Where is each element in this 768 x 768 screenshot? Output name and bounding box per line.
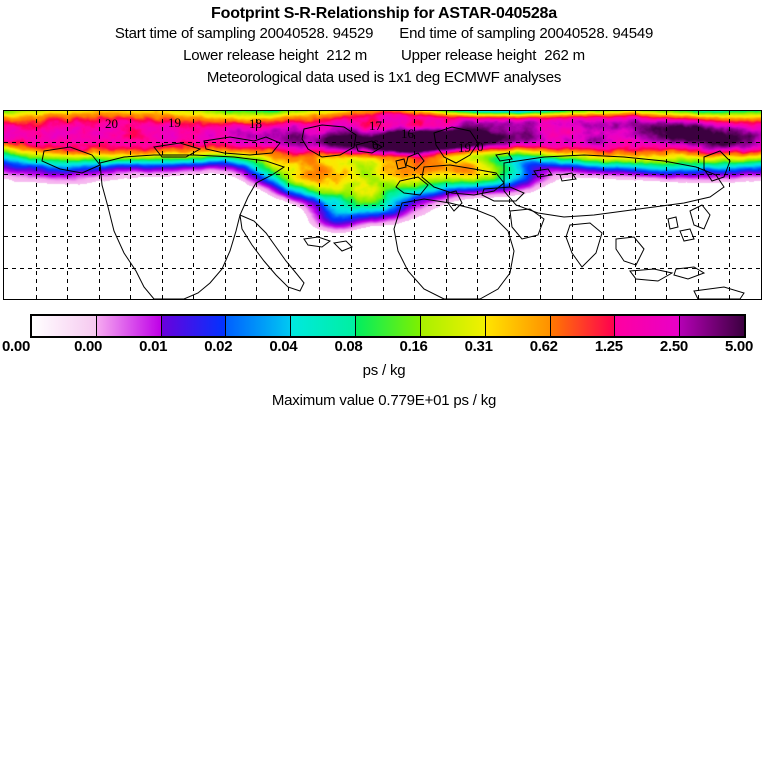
contour-label: 19	[458, 140, 471, 155]
colorbar-segment	[32, 316, 97, 336]
contour-label: 20	[105, 116, 118, 131]
colorbar-segment	[485, 316, 551, 336]
spacer	[367, 45, 401, 67]
colorbar-tick: 0.31	[464, 338, 493, 355]
sampling-time-row: Start time of sampling 20040528. 94529 E…	[0, 23, 768, 45]
colorbar-unit-label: ps / kg	[362, 362, 406, 379]
colorbar-tick: 1.25	[594, 338, 623, 355]
colorbar-tick: 2.50	[659, 338, 688, 355]
colorbar-tick-labels: 0.00 0.00 0.01 0.02 0.04 0.08 0.16 0.31 0.62 1.25…	[0, 338, 768, 358]
page-title: Footprint S-R-Relationship for ASTAR-040…	[211, 5, 557, 22]
lower-release-height-label: Lower release height 212 m	[183, 47, 367, 64]
colorbar-segment	[291, 316, 357, 336]
maximum-value-label: Maximum value 0.779E+01 ps / kg	[271, 392, 497, 409]
colorbar-tick: 0.02	[204, 338, 233, 355]
colorbar-segment	[420, 316, 486, 336]
plot-header: Footprint S-R-Relationship for ASTAR-040…	[0, 0, 768, 89]
contour-label: 17	[369, 118, 382, 133]
met-data-label: Meteorological data used is 1x1 deg ECMW…	[206, 69, 562, 86]
colorbar-tick: 0.04	[269, 338, 298, 355]
colorbar-tick: 0.16	[399, 338, 428, 355]
end-time-label: End time of sampling 20040528. 94549	[399, 25, 654, 42]
upper-release-height-label: Upper release height 262 m	[401, 47, 585, 64]
contour-label: 18	[249, 116, 262, 131]
colorbar	[30, 314, 746, 338]
contour-label: 6	[372, 137, 379, 152]
colorbar-tick: 0.01	[139, 338, 168, 355]
colorbar-segment	[680, 316, 744, 336]
colorbar-tick: 0.62	[529, 338, 558, 355]
start-time-label: Start time of sampling 20040528. 94529	[114, 25, 374, 42]
contour-label: 0	[477, 139, 484, 154]
spacer	[373, 23, 399, 45]
colorbar-segment	[615, 316, 681, 336]
release-height-row: Lower release height 212 m Upper release…	[0, 45, 768, 67]
footprint-map: 20 19 18 17 16 6 19 0	[3, 110, 762, 300]
coastline-overlay	[41, 124, 745, 299]
colorbar-tick: 0.00	[74, 338, 103, 355]
colorbar-tick: 0.08	[334, 338, 363, 355]
contour-label: 19	[168, 115, 181, 130]
contour-label-layer: 20 19 18 17 16 6 19 0	[4, 111, 761, 299]
map-gridlines	[4, 111, 761, 299]
colorbar-tick: 0.00	[2, 338, 30, 355]
contour-label: 16	[401, 126, 414, 141]
colorbar-segment	[226, 316, 292, 336]
colorbar-segment	[356, 316, 421, 336]
colorbar-tick: 5.00	[725, 338, 753, 355]
colorbar-segment	[550, 316, 616, 336]
colorbar-segment	[96, 316, 162, 336]
colorbar-segment	[161, 316, 227, 336]
